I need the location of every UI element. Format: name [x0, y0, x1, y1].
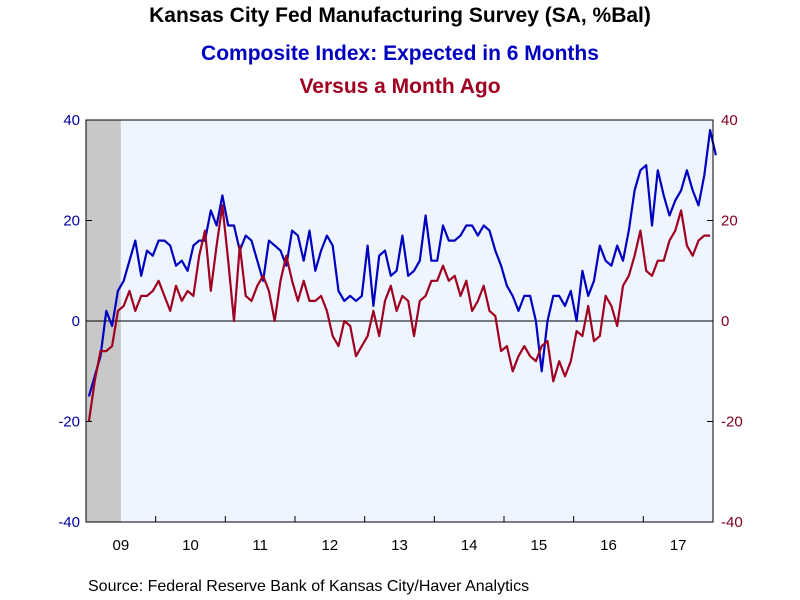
x-tick-label: 17 — [670, 537, 687, 554]
y-left-tick-label: 0 — [72, 313, 80, 330]
chart-subtitle-blue: Composite Index: Expected in 6 Months — [201, 42, 599, 65]
y-left-tick-label: -40 — [58, 514, 80, 531]
x-tick-label: 11 — [252, 537, 268, 554]
x-tick-label: 10 — [182, 537, 199, 554]
y-right-tick-label: 40 — [721, 112, 738, 129]
x-tick-label: 14 — [461, 537, 478, 554]
x-tick-label: 16 — [600, 537, 617, 554]
x-tick-label: 09 — [112, 537, 129, 554]
x-tick-label: 15 — [530, 537, 547, 554]
source-note: Source: Federal Reserve Bank of Kansas C… — [88, 578, 530, 595]
y-right-tick-label: 20 — [721, 213, 738, 230]
series-line-expected-6-months — [87, 129, 717, 397]
y-right-tick-label: -40 — [721, 514, 743, 531]
y-right-tick-label: 0 — [721, 313, 729, 330]
chart-title: Kansas City Fed Manufacturing Survey (SA… — [149, 4, 651, 27]
y-left-tick-label: 20 — [63, 213, 80, 230]
x-tick-label: 12 — [321, 537, 338, 554]
x-tick-label: 13 — [391, 537, 408, 554]
y-left-tick-label: 40 — [63, 112, 80, 129]
y-right-tick-label: -20 — [721, 414, 743, 431]
y-left-tick-label: -20 — [58, 414, 80, 431]
chart-subtitle-red: Versus a Month Ago — [299, 75, 501, 98]
series-line-versus-month-ago — [87, 204, 711, 422]
